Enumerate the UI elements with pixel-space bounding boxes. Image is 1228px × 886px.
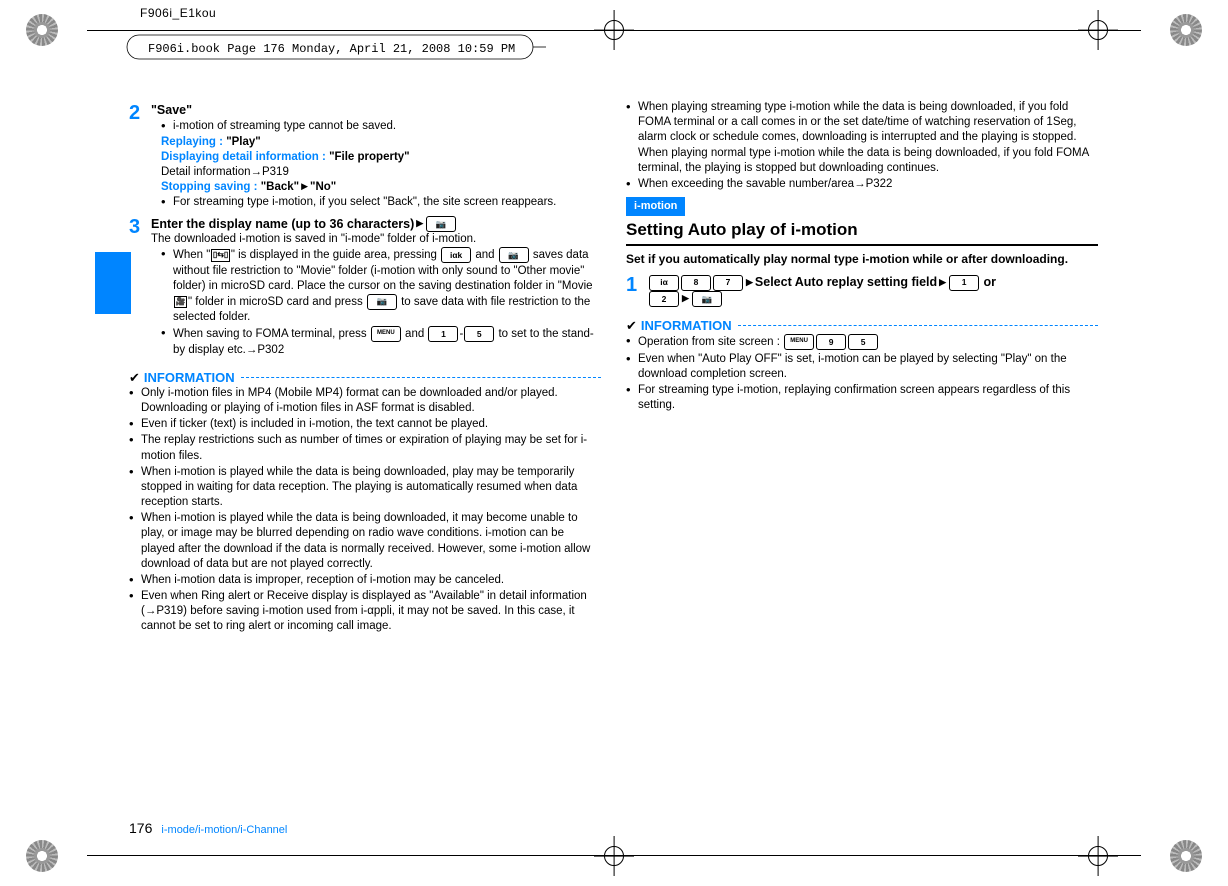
step-number: 3 bbox=[129, 214, 151, 240]
info-item: Operation from site screen : MENU95 bbox=[626, 334, 1098, 350]
information-list: Operation from site screen : MENU95 Even… bbox=[626, 334, 1098, 413]
information-list: Only i-motion files in MP4 (Mobile MP4) … bbox=[129, 386, 601, 635]
five-key-icon: 5 bbox=[848, 334, 878, 350]
info-item: For streaming type i-motion, replaying c… bbox=[626, 383, 1098, 413]
bookline-frame bbox=[126, 34, 546, 64]
registration-gear bbox=[26, 14, 58, 46]
left-column: 2 "Save" i-motion of streaming type cann… bbox=[129, 100, 601, 636]
step2-title: "Save" bbox=[151, 102, 601, 119]
step3-title: Enter the display name (up to 36 charact… bbox=[151, 216, 601, 233]
step-number: 1 bbox=[626, 272, 648, 298]
registration-gear bbox=[1170, 840, 1202, 872]
content-area: 2 "Save" i-motion of streaming type cann… bbox=[129, 100, 1098, 636]
seven-key-icon: 7 bbox=[713, 275, 743, 291]
step3-para: The downloaded i-motion is saved in "i-m… bbox=[151, 232, 601, 247]
information-label: INFORMATION bbox=[641, 317, 732, 334]
step-number: 2 bbox=[129, 100, 151, 126]
step1-body: iα87▶Select Auto replay setting field▶1 … bbox=[648, 274, 1098, 307]
eight-key-icon: 8 bbox=[681, 275, 711, 291]
iak-key-icon: iαk bbox=[441, 247, 471, 263]
section-title: Setting Auto play of i-motion bbox=[626, 219, 1098, 246]
menu-key-icon: MENU bbox=[784, 334, 814, 350]
detail-label: Displaying detail information : bbox=[161, 151, 326, 163]
category-tag: i-motion bbox=[626, 197, 685, 216]
info-item: Even when "Auto Play OFF" is set, i-moti… bbox=[626, 352, 1098, 382]
one-key-icon: 1 bbox=[428, 326, 458, 342]
detail-value: "File property" bbox=[329, 151, 410, 163]
camera-key-icon: 📷 bbox=[499, 247, 529, 263]
step-1: 1 iα87▶Select Auto replay setting field▶… bbox=[626, 272, 1098, 307]
ia-key-icon: iα bbox=[649, 275, 679, 291]
detail-ref: Detail information→P319 bbox=[161, 165, 601, 180]
crosshair-mark bbox=[1078, 836, 1118, 876]
replay-value: "Play" bbox=[226, 136, 261, 148]
info-item: The replay restrictions such as number o… bbox=[129, 433, 601, 463]
step3-bullet2: When saving to FOMA terminal, press MENU… bbox=[151, 326, 601, 357]
check-icon: ✔ bbox=[626, 317, 637, 334]
right-column: When playing streaming type i-motion whi… bbox=[626, 100, 1098, 636]
page-number: 176 bbox=[129, 820, 152, 836]
section-lead: Set if you automatically play normal typ… bbox=[626, 252, 1098, 268]
movie-icon: 🎥 bbox=[174, 296, 188, 309]
info-item: When exceeding the savable number/area→P… bbox=[626, 177, 1098, 192]
header-slug: F906i_E1kou bbox=[140, 6, 216, 20]
nine-key-icon: 9 bbox=[816, 334, 846, 350]
guide-icon: ▯⇆▯ bbox=[211, 249, 231, 262]
registration-gear bbox=[1170, 14, 1202, 46]
stop-label: Stopping saving : bbox=[161, 181, 257, 193]
information-heading: ✔ INFORMATION bbox=[129, 369, 601, 386]
info-item: Even if ticker (text) is included in i-m… bbox=[129, 417, 601, 432]
step-2: 2 "Save" i-motion of streaming type cann… bbox=[129, 100, 601, 212]
crop-rule bbox=[87, 855, 1141, 856]
menu-key-icon: MENU bbox=[371, 326, 401, 342]
information-heading: ✔ INFORMATION bbox=[626, 317, 1098, 334]
step-3: 3 Enter the display name (up to 36 chara… bbox=[129, 214, 601, 359]
camera-key-icon: 📷 bbox=[426, 216, 456, 232]
info-item: When i-motion is played while the data i… bbox=[129, 511, 601, 572]
crop-rule bbox=[87, 30, 1141, 31]
page-footer: 176 i-mode/i-motion/i-Channel bbox=[129, 820, 287, 836]
camera-key-icon: 📷 bbox=[367, 294, 397, 310]
dash-rule bbox=[241, 377, 601, 378]
registration-gear bbox=[26, 840, 58, 872]
info-item: When i-motion data is improper, receptio… bbox=[129, 573, 601, 588]
dash-rule bbox=[738, 325, 1098, 326]
footer-section: i-mode/i-motion/i-Channel bbox=[161, 824, 287, 836]
one-key-icon: 1 bbox=[949, 275, 979, 291]
side-tab bbox=[95, 252, 131, 314]
five-key-icon: 5 bbox=[464, 326, 494, 342]
info-item: When i-motion is played while the data i… bbox=[129, 465, 601, 511]
info-item: Only i-motion files in MP4 (Mobile MP4) … bbox=[129, 386, 601, 416]
step2-bullet2: For streaming type i-motion, if you sele… bbox=[151, 195, 601, 210]
info-item: When playing streaming type i-motion whi… bbox=[626, 100, 1098, 176]
right-top-list: When playing streaming type i-motion whi… bbox=[626, 100, 1098, 192]
camera-key-icon: 📷 bbox=[692, 291, 722, 307]
info-item: Even when Ring alert or Receive display … bbox=[129, 589, 601, 635]
crosshair-mark bbox=[594, 836, 634, 876]
information-label: INFORMATION bbox=[144, 369, 235, 386]
step2-bullet: i-motion of streaming type cannot be sav… bbox=[151, 119, 601, 134]
two-key-icon: 2 bbox=[649, 291, 679, 307]
replay-label: Replaying : bbox=[161, 136, 223, 148]
check-icon: ✔ bbox=[129, 369, 140, 386]
step3-bullet1: When "▯⇆▯" is displayed in the guide are… bbox=[151, 247, 601, 325]
